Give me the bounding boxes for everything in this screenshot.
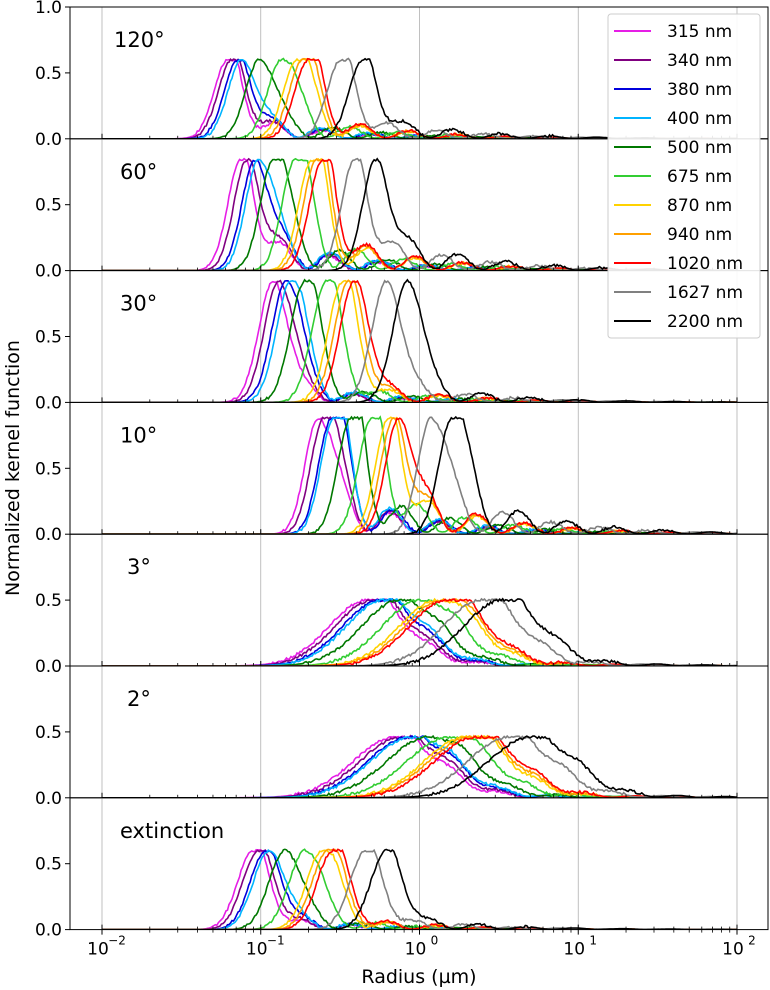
panel-label: 3° bbox=[127, 555, 151, 579]
y-tick-label: 0.0 bbox=[35, 525, 62, 545]
panel-frame bbox=[69, 665, 769, 799]
y-tick-label: 0.5 bbox=[35, 591, 62, 611]
x-tick-label: 10 bbox=[563, 940, 585, 960]
x-axis-title: Radius (µm) bbox=[361, 966, 476, 988]
series-line-2200-nm bbox=[102, 848, 737, 930]
panel-label: 2° bbox=[127, 687, 151, 711]
y-tick-label: 0.0 bbox=[35, 657, 62, 677]
y-tick-label: 0.0 bbox=[35, 393, 62, 413]
series-line-1627-nm bbox=[102, 416, 738, 535]
legend-entry: 315 nm bbox=[667, 22, 732, 42]
y-tick-label: 0.0 bbox=[35, 130, 62, 150]
y-tick-label: 0.5 bbox=[35, 64, 62, 84]
legend-entry: 940 nm bbox=[667, 225, 732, 245]
panels: 0.0 0.5 1.0 120° 0.0 0.5 60° 0.0 0.5 30° 0.0 0.5 10°… bbox=[35, 0, 769, 941]
panel-5: 0.0 0.5 3° bbox=[35, 533, 769, 677]
x-tick-label: 10 bbox=[722, 940, 744, 960]
legend-entry: 500 nm bbox=[667, 138, 732, 158]
x-tick-exponent: 1 bbox=[589, 934, 597, 948]
legend-entry: 675 nm bbox=[667, 167, 732, 187]
legend-entry: 1020 nm bbox=[667, 254, 743, 274]
panel-label: 30° bbox=[120, 292, 157, 316]
legend-entry: 2200 nm bbox=[667, 312, 743, 332]
y-tick-label: 1.0 bbox=[35, 0, 62, 18]
y-tick-label: 0.0 bbox=[35, 789, 62, 809]
y-tick-label: 0.5 bbox=[35, 459, 62, 479]
y-tick-label: 0.5 bbox=[35, 723, 62, 743]
y-tick-label: 0.0 bbox=[35, 262, 62, 282]
legend-box bbox=[607, 13, 761, 339]
legend: 315 nm 340 nm 380 nm 400 nm 500 nm 675 nm 870 … bbox=[607, 13, 761, 339]
legend-entry: 870 nm bbox=[667, 196, 732, 216]
panel-6: 0.0 0.5 2° bbox=[35, 665, 769, 809]
legend-entry: 1627 nm bbox=[667, 283, 743, 303]
legend-entry: 380 nm bbox=[667, 80, 732, 100]
panel-label: extinction bbox=[120, 819, 224, 843]
y-tick-label: 0.5 bbox=[35, 328, 62, 348]
x-tick-exponent: −1 bbox=[267, 934, 285, 948]
panel-label: 10° bbox=[120, 423, 157, 447]
legend-entry: 400 nm bbox=[667, 109, 732, 129]
y-tick-label: 0.5 bbox=[35, 855, 62, 875]
panel-4: 0.0 0.5 10° bbox=[35, 401, 769, 545]
panel-frame bbox=[69, 401, 769, 535]
panel-frame bbox=[69, 797, 769, 931]
y-tick-label: 0.0 bbox=[35, 921, 62, 941]
y-axis-title: Normalized kernel function bbox=[2, 340, 24, 596]
y-tick-label: 0.5 bbox=[35, 196, 62, 216]
panel-7: 0.0 0.5 extinction bbox=[35, 797, 769, 941]
panel-label: 120° bbox=[114, 28, 165, 52]
x-tick-exponent: 2 bbox=[748, 934, 756, 948]
legend-entry: 340 nm bbox=[667, 51, 732, 71]
panel-label: 60° bbox=[120, 160, 157, 184]
x-tick-exponent: 0 bbox=[431, 934, 439, 948]
x-tick-exponent: −2 bbox=[108, 934, 126, 948]
x-tick-label: 10 bbox=[87, 940, 109, 960]
series-line-2200-nm bbox=[102, 415, 737, 535]
x-tick-label: 10 bbox=[246, 940, 268, 960]
x-axis: 10 −2 10 −1 10 0 10 1 10 2 bbox=[87, 929, 756, 960]
x-tick-label: 10 bbox=[405, 940, 427, 960]
